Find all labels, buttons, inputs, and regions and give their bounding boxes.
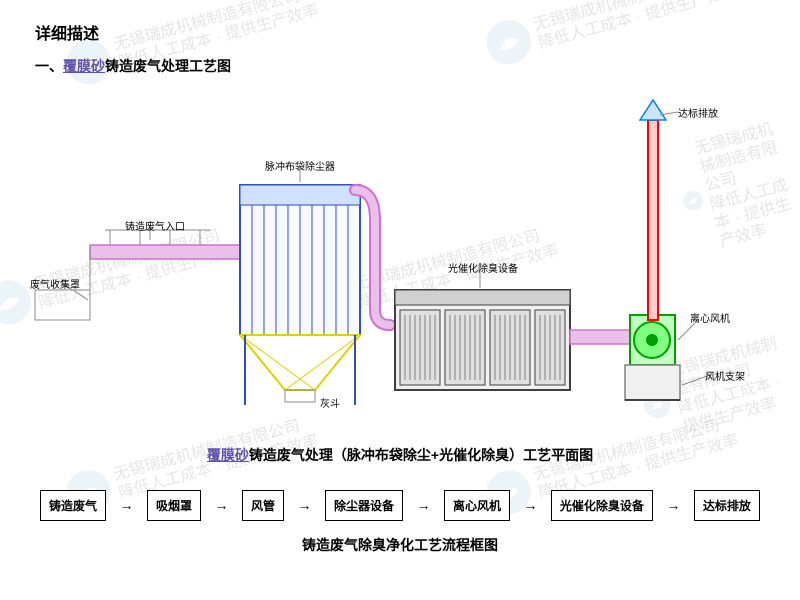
label-support: 风机支架 <box>705 368 745 383</box>
flow-arrow-icon: → <box>212 497 230 513</box>
process-flowchart: 铸造废气 → 吸烟罩 → 风管 → 除尘器设备 → 离心风机 → 光催化除臭设备 → 达标排放 <box>40 485 760 525</box>
flow-box: 除尘器设备 <box>325 490 403 521</box>
flow-arrow-icon: → <box>118 497 136 513</box>
diagram-svg <box>30 90 770 430</box>
section-subtitle: 一、覆膜砂铸造废气处理工艺图 <box>35 56 231 76</box>
subtitle-rest: 铸造废气处理工艺图 <box>105 58 231 74</box>
flow-box: 铸造废气 <box>40 490 106 521</box>
page-title: 详细描述 <box>35 20 231 44</box>
label-photo: 光催化除臭设备 <box>448 260 518 275</box>
flow-box: 光催化除臭设备 <box>551 490 653 521</box>
flow-box: 吸烟罩 <box>147 490 201 521</box>
subtitle-prefix: 一、 <box>35 58 63 74</box>
label-inlet: 铸造废气入口 <box>125 218 185 233</box>
flow-box: 达标排放 <box>694 490 760 521</box>
flow-arrow-icon: → <box>295 497 313 513</box>
label-collector: 废气收集罩 <box>30 276 80 291</box>
caption-rest: 铸造废气处理（脉冲布袋除尘+光催化除臭）工艺平面图 <box>249 447 593 463</box>
header: 详细描述 一、覆膜砂铸造废气处理工艺图 <box>35 20 231 76</box>
process-diagram: 废气收集罩 铸造废气入口 脉冲布袋除尘器 灰斗 光催化除臭设备 离心风机 达标排… <box>30 90 770 430</box>
label-fan: 离心风机 <box>690 310 730 325</box>
label-baghouse: 脉冲布袋除尘器 <box>265 158 335 173</box>
label-hopper: 灰斗 <box>320 395 340 410</box>
subtitle-highlight: 覆膜砂 <box>63 58 105 74</box>
caption-highlight: 覆膜砂 <box>207 447 249 463</box>
flowchart-caption: 铸造废气除臭净化工艺流程框图 <box>0 535 800 555</box>
flow-box: 风管 <box>242 490 284 521</box>
watermark: 无锡瑞成机械制造有限公司降低人工成本 · 提供生产效率 <box>478 0 742 73</box>
flow-arrow-icon: → <box>664 497 682 513</box>
diagram-caption: 覆膜砂铸造废气处理（脉冲布袋除尘+光催化除臭）工艺平面图 <box>0 445 800 465</box>
label-stack: 达标排放 <box>678 105 718 120</box>
flow-box: 离心风机 <box>444 490 510 521</box>
flow-arrow-icon: → <box>521 497 539 513</box>
flow-arrow-icon: → <box>414 497 432 513</box>
